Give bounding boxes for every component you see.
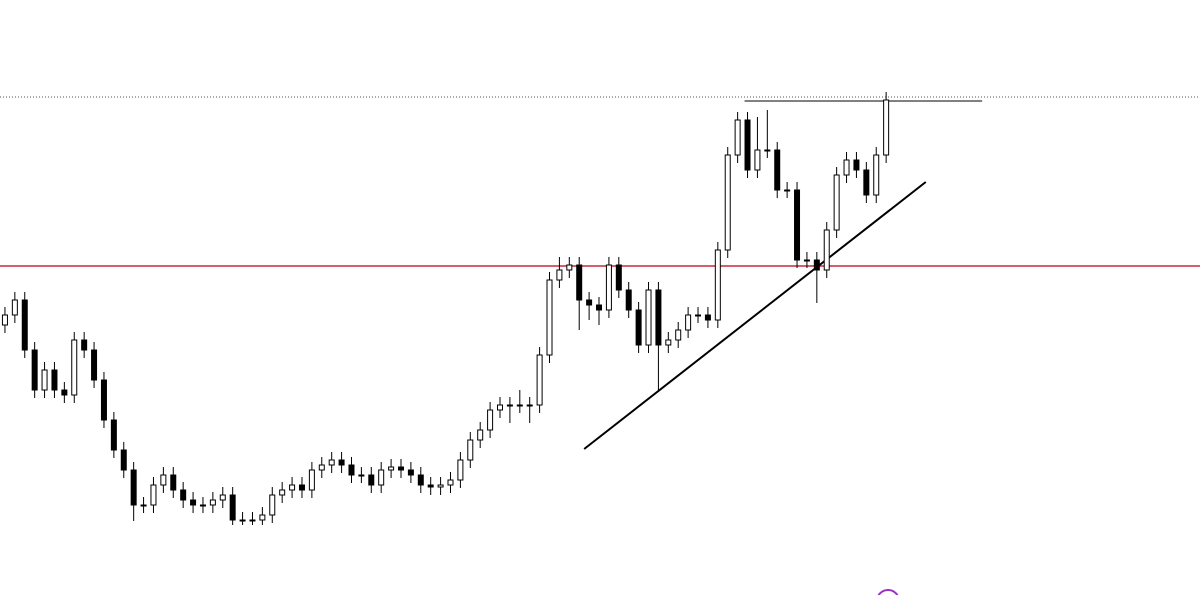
candle-body [289, 484, 296, 491]
candle-body [358, 474, 365, 477]
candle-body [576, 264, 583, 301]
candle-body [695, 314, 702, 317]
candle-body [586, 299, 593, 306]
candle-body [130, 469, 137, 506]
candle-body [338, 459, 345, 466]
candle-body [645, 289, 652, 346]
candle-body [516, 404, 523, 407]
candle-body [388, 466, 395, 471]
marker-icon [877, 589, 899, 595]
candle-body [615, 264, 622, 291]
candle-body [596, 304, 603, 311]
candle-body [467, 439, 474, 461]
candle-body [714, 249, 721, 321]
candle-body [110, 419, 117, 451]
candle-body [833, 174, 840, 231]
candle-body [655, 289, 662, 346]
candle-body [160, 474, 167, 486]
candle-body [754, 149, 761, 171]
candle-body [665, 339, 672, 346]
candle-body [21, 299, 28, 351]
candle-body [397, 466, 404, 471]
candle-body [685, 314, 692, 331]
candle-body [784, 189, 791, 192]
candle-body [675, 329, 682, 341]
candle-body [61, 389, 68, 396]
candle-body [259, 514, 266, 521]
candle-body [556, 269, 563, 281]
candle-body [120, 449, 127, 471]
candle-body [328, 459, 335, 466]
candle-body [497, 404, 503, 411]
candle-body [51, 369, 58, 391]
candle-body [417, 474, 424, 486]
drawn-line [583, 181, 927, 450]
candle-body [298, 484, 305, 491]
candle-body [605, 264, 612, 311]
candle-body [764, 149, 771, 152]
candle-body [150, 484, 157, 506]
candle-body [41, 369, 48, 391]
candle-body [447, 479, 454, 486]
candle-body [199, 504, 206, 507]
candle-body [625, 289, 632, 311]
candle-body [239, 519, 246, 522]
candle-body [823, 229, 830, 271]
candle-body [863, 169, 870, 196]
candle-body [724, 154, 731, 251]
candle-body [813, 259, 820, 271]
candle-body [477, 429, 484, 441]
candle-body [774, 149, 781, 191]
candle-body [140, 504, 147, 507]
candle-body [487, 409, 494, 431]
candle-body [100, 379, 107, 421]
candle-body [378, 469, 385, 486]
candle-body [536, 354, 543, 406]
candle-body [71, 339, 78, 396]
candle-body [190, 499, 197, 506]
candle-body [704, 314, 711, 321]
candle-body [31, 349, 38, 391]
candle-body [744, 119, 751, 171]
candle-body [407, 469, 414, 476]
candle-body [803, 259, 810, 262]
candle-body [873, 154, 880, 196]
candle-body [853, 159, 860, 171]
candle-body [91, 349, 98, 381]
candle-body [308, 469, 315, 491]
candle-body [219, 494, 226, 501]
candle-body [427, 484, 434, 488]
candle-body [734, 119, 741, 156]
candle-body [348, 464, 355, 476]
candle-body [546, 279, 553, 356]
candle-body [318, 464, 325, 471]
candle-body [269, 494, 276, 516]
candle-body [506, 404, 513, 407]
candle-body [437, 484, 444, 488]
candle-body [457, 459, 464, 481]
candle-body [180, 489, 187, 501]
candle-body [279, 489, 286, 496]
candle-body [1, 314, 8, 326]
candle-body [526, 404, 533, 407]
candle-body [368, 474, 375, 486]
candle-body [81, 339, 88, 351]
candle-body [883, 99, 890, 156]
candle-body [11, 299, 18, 316]
candle-body [249, 519, 256, 522]
candle-body [843, 159, 850, 176]
candle-body [635, 309, 642, 346]
candle-body [566, 264, 573, 271]
candle-body [794, 189, 801, 261]
candle-body [229, 494, 236, 521]
candle-body [209, 499, 216, 506]
candle-body [170, 474, 177, 491]
